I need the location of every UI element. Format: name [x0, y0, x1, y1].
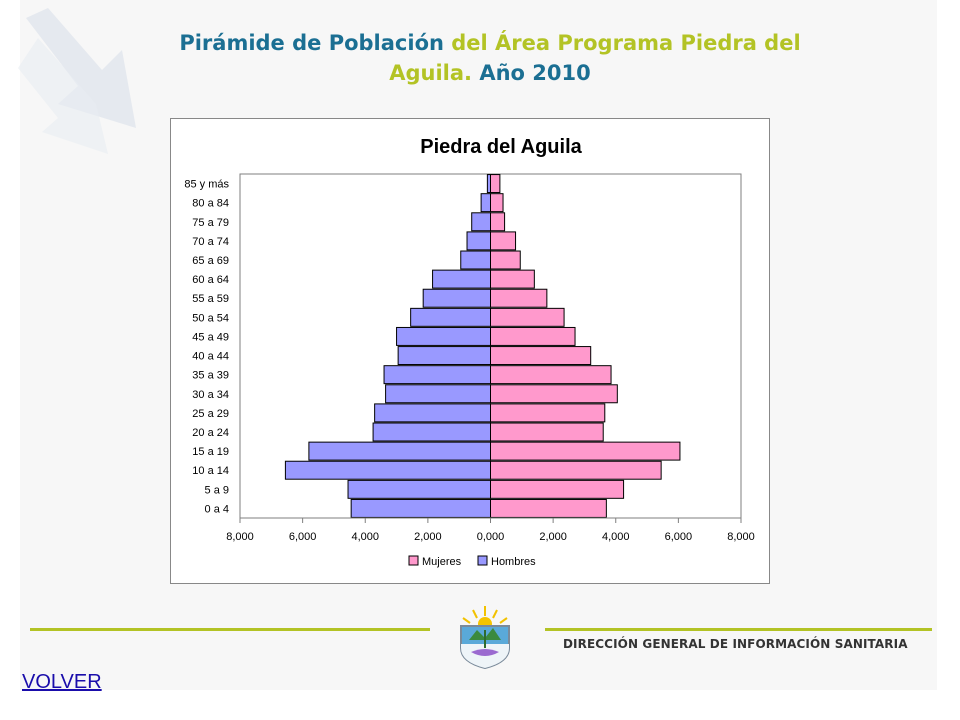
bar-hombres-17 [486, 174, 491, 194]
volver-link[interactable]: VOLVER [22, 671, 102, 693]
bar-mujeres-6 [490, 384, 618, 404]
bar-hombres-3 [308, 441, 491, 461]
bar-hombres-16 [480, 193, 491, 213]
legend: Mujeres Hombres [408, 555, 536, 568]
bar-mujeres-13 [490, 250, 521, 270]
bar-mujeres-2 [490, 460, 662, 480]
bar-hombres-10 [410, 307, 491, 327]
y-axis-labels: 0 a 4 5 a 9 10 a 14 15 a 19 20 a 24 25 a 29 30… [184, 179, 229, 516]
x-tick-label-7: 6,000 [665, 531, 693, 543]
y-tick-label-1: 5 a 9 [205, 484, 229, 496]
bar-hombres-15 [471, 212, 491, 232]
y-tick-label-8: 40 a 44 [192, 351, 229, 363]
bar-hombres-6 [385, 384, 492, 404]
legend-label-mujeres: Mujeres [422, 556, 462, 568]
y-tick-label-9: 45 a 49 [192, 331, 229, 343]
bar-mujeres-11 [490, 288, 548, 308]
bar-hombres-14 [466, 231, 491, 251]
bar-hombres-9 [396, 326, 491, 346]
y-tick-label-14: 70 a 74 [192, 236, 229, 248]
bar-mujeres-7 [490, 365, 612, 385]
footer-line-left [30, 628, 430, 631]
x-tick-label-0: 8,000 [226, 531, 254, 543]
x-tick-label-8: 8,000 [727, 531, 755, 543]
y-tick-label-15: 75 a 79 [192, 217, 229, 229]
bar-mujeres-9 [490, 326, 576, 346]
y-tick-label-13: 65 a 69 [192, 255, 229, 267]
organization-name: DIRECCIÓN GENERAL DE INFORMACIÓN SANITAR… [563, 637, 908, 651]
x-tick-label-5: 2,000 [539, 531, 567, 543]
y-tick-label-12: 60 a 64 [192, 274, 229, 286]
province-shield-logo [460, 606, 510, 670]
decorative-arrow-icon [18, 8, 136, 154]
x-tick-label-3: 2,000 [414, 531, 442, 543]
x-tick-label-4: 0,000 [477, 531, 505, 543]
footer-line-right [545, 628, 932, 631]
bar-hombres-2 [284, 460, 492, 480]
bar-mujeres-12 [490, 269, 535, 289]
bar-mujeres-16 [490, 193, 504, 213]
bar-hombres-5 [374, 403, 491, 423]
title-part-1: Pirámide de Población [179, 31, 444, 55]
chart-title: Piedra del Aguila [420, 136, 582, 158]
population-pyramid-chart: Piedra del Aguila 0 a 4 5 a 9 10 a 14 15 a … [184, 136, 755, 568]
bar-hombres-1 [347, 479, 491, 499]
bar-mujeres-8 [490, 346, 592, 366]
y-tick-label-4: 20 a 24 [192, 427, 229, 439]
bar-mujeres-5 [490, 403, 606, 423]
bar-hombres-8 [397, 346, 492, 366]
bar-hombres-12 [432, 269, 492, 289]
legend-label-hombres: Hombres [491, 556, 536, 568]
y-tick-label-2: 10 a 14 [192, 465, 229, 477]
legend-swatch-mujeres [408, 555, 419, 566]
x-tick-label-2: 4,000 [351, 531, 379, 543]
chart-frame: Piedra del Aguila 0 a 4 5 a 9 10 a 14 15 a … [170, 118, 770, 584]
title-part-4: Año 2010 [479, 61, 591, 85]
y-tick-label-16: 80 a 84 [192, 198, 229, 210]
bar-mujeres-10 [490, 307, 565, 327]
y-tick-label-6: 30 a 34 [192, 389, 229, 401]
y-tick-label-10: 50 a 54 [192, 312, 229, 324]
bar-mujeres-4 [490, 422, 604, 442]
y-tick-label-5: 25 a 29 [192, 408, 229, 420]
y-tick-label-7: 35 a 39 [192, 370, 229, 382]
bar-hombres-11 [422, 288, 491, 308]
bar-hombres-13 [460, 250, 491, 270]
x-axis: 8,000 6,000 4,000 2,000 0,000 2,000 4,000 6,000… [226, 517, 755, 543]
legend-swatch-hombres [477, 555, 488, 566]
slide-title: Pirámide de Población del Área Programa … [100, 28, 880, 88]
bar-hombres-4 [372, 422, 491, 442]
title-part-2: del Área Programa Piedra del [451, 31, 801, 55]
y-tick-label-11: 55 a 59 [192, 293, 229, 305]
bar-hombres-7 [383, 365, 491, 385]
y-tick-label-17: 85 y más [184, 179, 229, 191]
y-tick-label-0: 0 a 4 [205, 503, 229, 515]
title-part-3: Aguila. [389, 61, 473, 85]
bar-hombres-0 [350, 498, 491, 518]
bar-mujeres-15 [490, 212, 506, 232]
x-tick-label-1: 6,000 [289, 531, 317, 543]
bar-mujeres-3 [490, 441, 681, 461]
bar-mujeres-17 [490, 174, 501, 194]
bars-group [284, 174, 681, 518]
bar-mujeres-14 [490, 231, 517, 251]
bar-mujeres-0 [490, 498, 607, 518]
bar-mujeres-1 [490, 479, 625, 499]
y-tick-label-3: 15 a 19 [192, 446, 229, 458]
x-tick-label-6: 4,000 [602, 531, 630, 543]
